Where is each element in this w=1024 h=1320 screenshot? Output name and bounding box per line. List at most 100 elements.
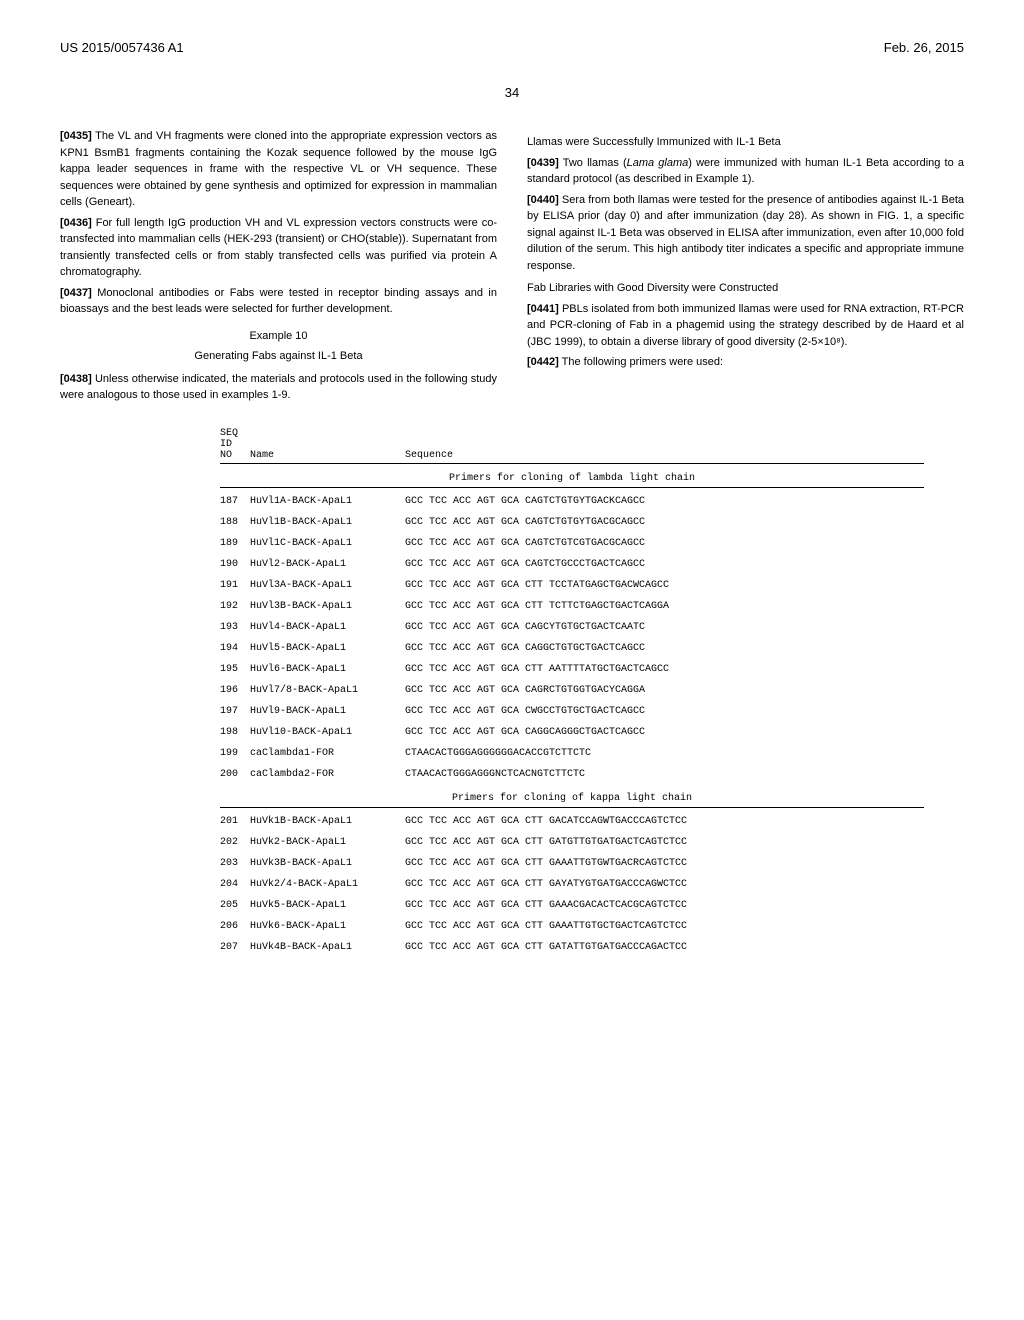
patent-number: US 2015/0057436 A1 bbox=[60, 40, 184, 55]
cell-sequence: GCC TCC ACC AGT GCA CTT GATATTGTGATGACCC… bbox=[405, 942, 924, 953]
cell-seqid: 188 bbox=[220, 517, 250, 528]
page-container: US 2015/0057436 A1 Feb. 26, 2015 34 [043… bbox=[0, 0, 1024, 1003]
cell-seqid: 196 bbox=[220, 685, 250, 696]
page-number: 34 bbox=[60, 85, 964, 100]
table-row: 198HuVl10-BACK-ApaL1GCC TCC ACC AGT GCA … bbox=[220, 727, 924, 738]
cell-name: HuVl3A-BACK-ApaL1 bbox=[250, 580, 405, 591]
page-header: US 2015/0057436 A1 Feb. 26, 2015 bbox=[60, 40, 964, 55]
para-text: The VL and VH fragments were cloned into… bbox=[60, 130, 497, 208]
cell-sequence: GCC TCC ACC AGT GCA CTT GACATCCAGWTGACCC… bbox=[405, 816, 924, 827]
cell-seqid: 203 bbox=[220, 858, 250, 869]
para-number: [0435] bbox=[60, 130, 92, 142]
cell-name: HuVl6-BACK-ApaL1 bbox=[250, 664, 405, 675]
cell-sequence: GCC TCC ACC AGT GCA CTT GAAATTGTGWTGACRC… bbox=[405, 858, 924, 869]
cell-name: HuVl1A-BACK-ApaL1 bbox=[250, 496, 405, 507]
paragraph: [0437] Monoclonal antibodies or Fabs wer… bbox=[60, 285, 497, 318]
cell-sequence: GCC TCC ACC AGT GCA CTT GAAATTGTGCTGACTC… bbox=[405, 921, 924, 932]
para-number: [0438] bbox=[60, 373, 92, 385]
cell-name: HuVl3B-BACK-ApaL1 bbox=[250, 601, 405, 612]
para-number: [0440] bbox=[527, 194, 559, 206]
cell-seqid: 200 bbox=[220, 769, 250, 780]
cell-seqid: 194 bbox=[220, 643, 250, 654]
cell-name: HuVl1B-BACK-ApaL1 bbox=[250, 517, 405, 528]
cell-name: HuVk5-BACK-ApaL1 bbox=[250, 900, 405, 911]
table-row: 202HuVk2-BACK-ApaL1GCC TCC ACC AGT GCA C… bbox=[220, 837, 924, 848]
cell-seqid: 195 bbox=[220, 664, 250, 675]
table-row: 200caClambda2-FORCTAACACTGGGAGGGNCTCACNG… bbox=[220, 769, 924, 780]
paragraph: [0440] Sera from both llamas were tested… bbox=[527, 192, 964, 275]
cell-name: HuVl4-BACK-ApaL1 bbox=[250, 622, 405, 633]
table-row: 203HuVk3B-BACK-ApaL1GCC TCC ACC AGT GCA … bbox=[220, 858, 924, 869]
col-header-seqid: NO bbox=[220, 450, 250, 461]
cell-sequence: GCC TCC ACC AGT GCA CTT AATTTTATGCTGACTC… bbox=[405, 664, 924, 675]
para-number: [0437] bbox=[60, 287, 92, 299]
table-row: 192HuVl3B-BACK-ApaL1GCC TCC ACC AGT GCA … bbox=[220, 601, 924, 612]
table-row: 205HuVk5-BACK-ApaL1GCC TCC ACC AGT GCA C… bbox=[220, 900, 924, 911]
table-row: 197HuVl9-BACK-ApaL1GCC TCC ACC AGT GCA C… bbox=[220, 706, 924, 717]
cell-seqid: 193 bbox=[220, 622, 250, 633]
cell-name: caClambda1-FOR bbox=[250, 748, 405, 759]
header-line1: SEQ bbox=[220, 428, 924, 439]
cell-sequence: GCC TCC ACC AGT GCA CWGCCTGTGCTGACTCAGCC bbox=[405, 706, 924, 717]
table-row: 189HuVl1C-BACK-ApaL1GCC TCC ACC AGT GCA … bbox=[220, 538, 924, 549]
paragraph: [0436] For full length IgG production VH… bbox=[60, 215, 497, 281]
table-header-row: NO Name Sequence bbox=[220, 450, 924, 464]
cell-seqid: 207 bbox=[220, 942, 250, 953]
paragraph: [0442] The following primers were used: bbox=[527, 354, 964, 371]
para-text: The following primers were used: bbox=[562, 356, 723, 368]
cell-sequence: GCC TCC ACC AGT GCA CAGGCTGTGCTGACTCAGCC bbox=[405, 643, 924, 654]
paragraph: [0435] The VL and VH fragments were clon… bbox=[60, 128, 497, 211]
cell-name: HuVk1B-BACK-ApaL1 bbox=[250, 816, 405, 827]
cell-name: caClambda2-FOR bbox=[250, 769, 405, 780]
right-column: Llamas were Successfully Immunized with … bbox=[527, 128, 964, 408]
cell-sequence: GCC TCC ACC AGT GCA CTT GAYATYGTGATGACCC… bbox=[405, 879, 924, 890]
cell-seqid: 199 bbox=[220, 748, 250, 759]
cell-name: HuVk2-BACK-ApaL1 bbox=[250, 837, 405, 848]
table-row: 195HuVl6-BACK-ApaL1GCC TCC ACC AGT GCA C… bbox=[220, 664, 924, 675]
cell-name: HuVk6-BACK-ApaL1 bbox=[250, 921, 405, 932]
para-text: For full length IgG production VH and VL… bbox=[60, 217, 497, 279]
table-row: 206HuVk6-BACK-ApaL1GCC TCC ACC AGT GCA C… bbox=[220, 921, 924, 932]
cell-sequence: GCC TCC ACC AGT GCA CAGTCTGCCCTGACTCAGCC bbox=[405, 559, 924, 570]
cell-name: HuVl9-BACK-ApaL1 bbox=[250, 706, 405, 717]
cell-sequence: GCC TCC ACC AGT GCA CTT GAAACGACACTCACGC… bbox=[405, 900, 924, 911]
left-column: [0435] The VL and VH fragments were clon… bbox=[60, 128, 497, 408]
cell-name: HuVl10-BACK-ApaL1 bbox=[250, 727, 405, 738]
table-header-block: SEQ ID NO Name Sequence bbox=[220, 428, 924, 464]
para-number: [0441] bbox=[527, 303, 559, 315]
paragraph: [0441] PBLs isolated from both immunized… bbox=[527, 301, 964, 351]
cell-sequence: GCC TCC ACC AGT GCA CTT TCTTCTGAGCTGACTC… bbox=[405, 601, 924, 612]
para-number: [0439] bbox=[527, 157, 559, 169]
cell-seqid: 202 bbox=[220, 837, 250, 848]
table-row: 190HuVl2-BACK-ApaL1GCC TCC ACC AGT GCA C… bbox=[220, 559, 924, 570]
section-heading: Fab Libraries with Good Diversity were C… bbox=[527, 280, 964, 297]
example-title: Example 10 bbox=[60, 328, 497, 345]
header-line2: ID bbox=[220, 439, 924, 450]
cell-name: HuVk4B-BACK-ApaL1 bbox=[250, 942, 405, 953]
para-number: [0436] bbox=[60, 217, 92, 229]
cell-seqid: 205 bbox=[220, 900, 250, 911]
primer-table: SEQ ID NO Name Sequence Primers for clon… bbox=[220, 428, 924, 953]
cell-seqid: 204 bbox=[220, 879, 250, 890]
para-text: Sera from both llamas were tested for th… bbox=[527, 194, 964, 272]
cell-name: HuVk2/4-BACK-ApaL1 bbox=[250, 879, 405, 890]
cell-sequence: GCC TCC ACC AGT GCA CAGCYTGTGCTGACTCAATC bbox=[405, 622, 924, 633]
cell-seqid: 197 bbox=[220, 706, 250, 717]
table-row: 194HuVl5-BACK-ApaL1GCC TCC ACC AGT GCA C… bbox=[220, 643, 924, 654]
table-row: 207HuVk4B-BACK-ApaL1GCC TCC ACC AGT GCA … bbox=[220, 942, 924, 953]
para-text: Monoclonal antibodies or Fabs were teste… bbox=[60, 287, 497, 316]
table-rows-kappa: 201HuVk1B-BACK-ApaL1GCC TCC ACC AGT GCA … bbox=[220, 816, 924, 953]
cell-name: HuVl5-BACK-ApaL1 bbox=[250, 643, 405, 654]
example-subtitle: Generating Fabs against IL-1 Beta bbox=[60, 348, 497, 365]
table-row: 191HuVl3A-BACK-ApaL1GCC TCC ACC AGT GCA … bbox=[220, 580, 924, 591]
cell-seqid: 191 bbox=[220, 580, 250, 591]
paragraph: [0438] Unless otherwise indicated, the m… bbox=[60, 371, 497, 404]
paragraph: [0439] Two llamas (Lama glama) were immu… bbox=[527, 155, 964, 188]
cell-sequence: GCC TCC ACC AGT GCA CAGRCTGTGGTGACYCAGGA bbox=[405, 685, 924, 696]
para-text: PBLs isolated from both immunized llamas… bbox=[527, 303, 964, 348]
cell-seqid: 206 bbox=[220, 921, 250, 932]
col-header-name: Name bbox=[250, 450, 405, 461]
cell-sequence: GCC TCC ACC AGT GCA CAGTCTGTGYTGACKCAGCC bbox=[405, 496, 924, 507]
cell-sequence: CTAACACTGGGAGGGNCTCACNGTCTTCTC bbox=[405, 769, 924, 780]
cell-name: HuVl1C-BACK-ApaL1 bbox=[250, 538, 405, 549]
